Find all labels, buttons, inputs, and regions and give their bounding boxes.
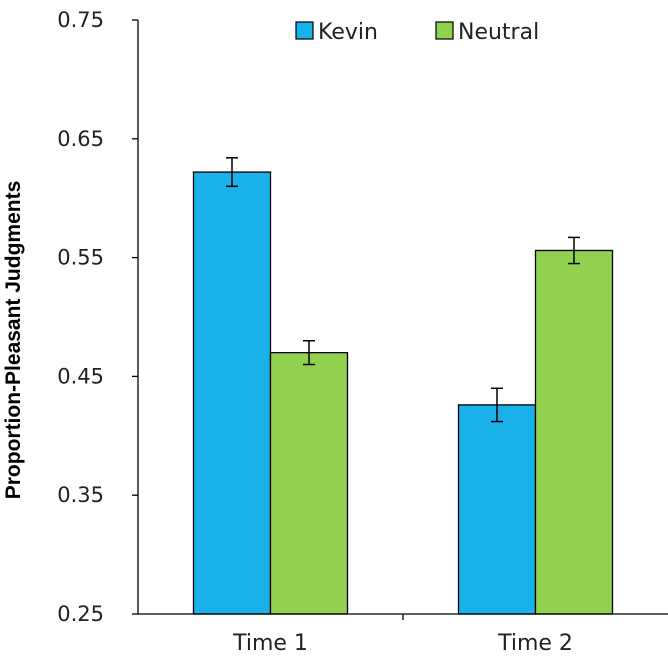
legend-label-kevin: Kevin bbox=[318, 20, 378, 45]
legend-swatch-kevin bbox=[295, 21, 314, 40]
y-tick-label: 0.35 bbox=[57, 483, 104, 507]
bars bbox=[192, 157, 614, 615]
y-axis-label: Proportion-Pleasant Judgments bbox=[2, 181, 25, 500]
y-tick-label: 0.55 bbox=[57, 246, 104, 270]
bar-kevin-1 bbox=[192, 171, 272, 615]
legend-label-neutral: Neutral bbox=[458, 20, 539, 45]
y-tick-label: 0.25 bbox=[57, 602, 104, 626]
x-tick-label: Time 1 bbox=[232, 631, 308, 656]
legend-swatch-neutral bbox=[435, 21, 454, 40]
legend: Kevin Neutral bbox=[295, 20, 539, 45]
bar-kevin-2 bbox=[457, 404, 537, 615]
bar-neutral-1 bbox=[269, 351, 349, 615]
x-tick-label: Time 2 bbox=[497, 631, 573, 656]
x-axis: Time 1 Time 2 bbox=[138, 613, 668, 656]
bar-neutral-2 bbox=[534, 249, 614, 615]
y-tick-label: 0.45 bbox=[57, 364, 104, 388]
y-axis: 0.25 0.35 0.45 0.55 0.65 0.75 bbox=[57, 8, 139, 626]
y-tick-label: 0.75 bbox=[57, 8, 104, 32]
y-tick-label: 0.65 bbox=[57, 127, 104, 151]
